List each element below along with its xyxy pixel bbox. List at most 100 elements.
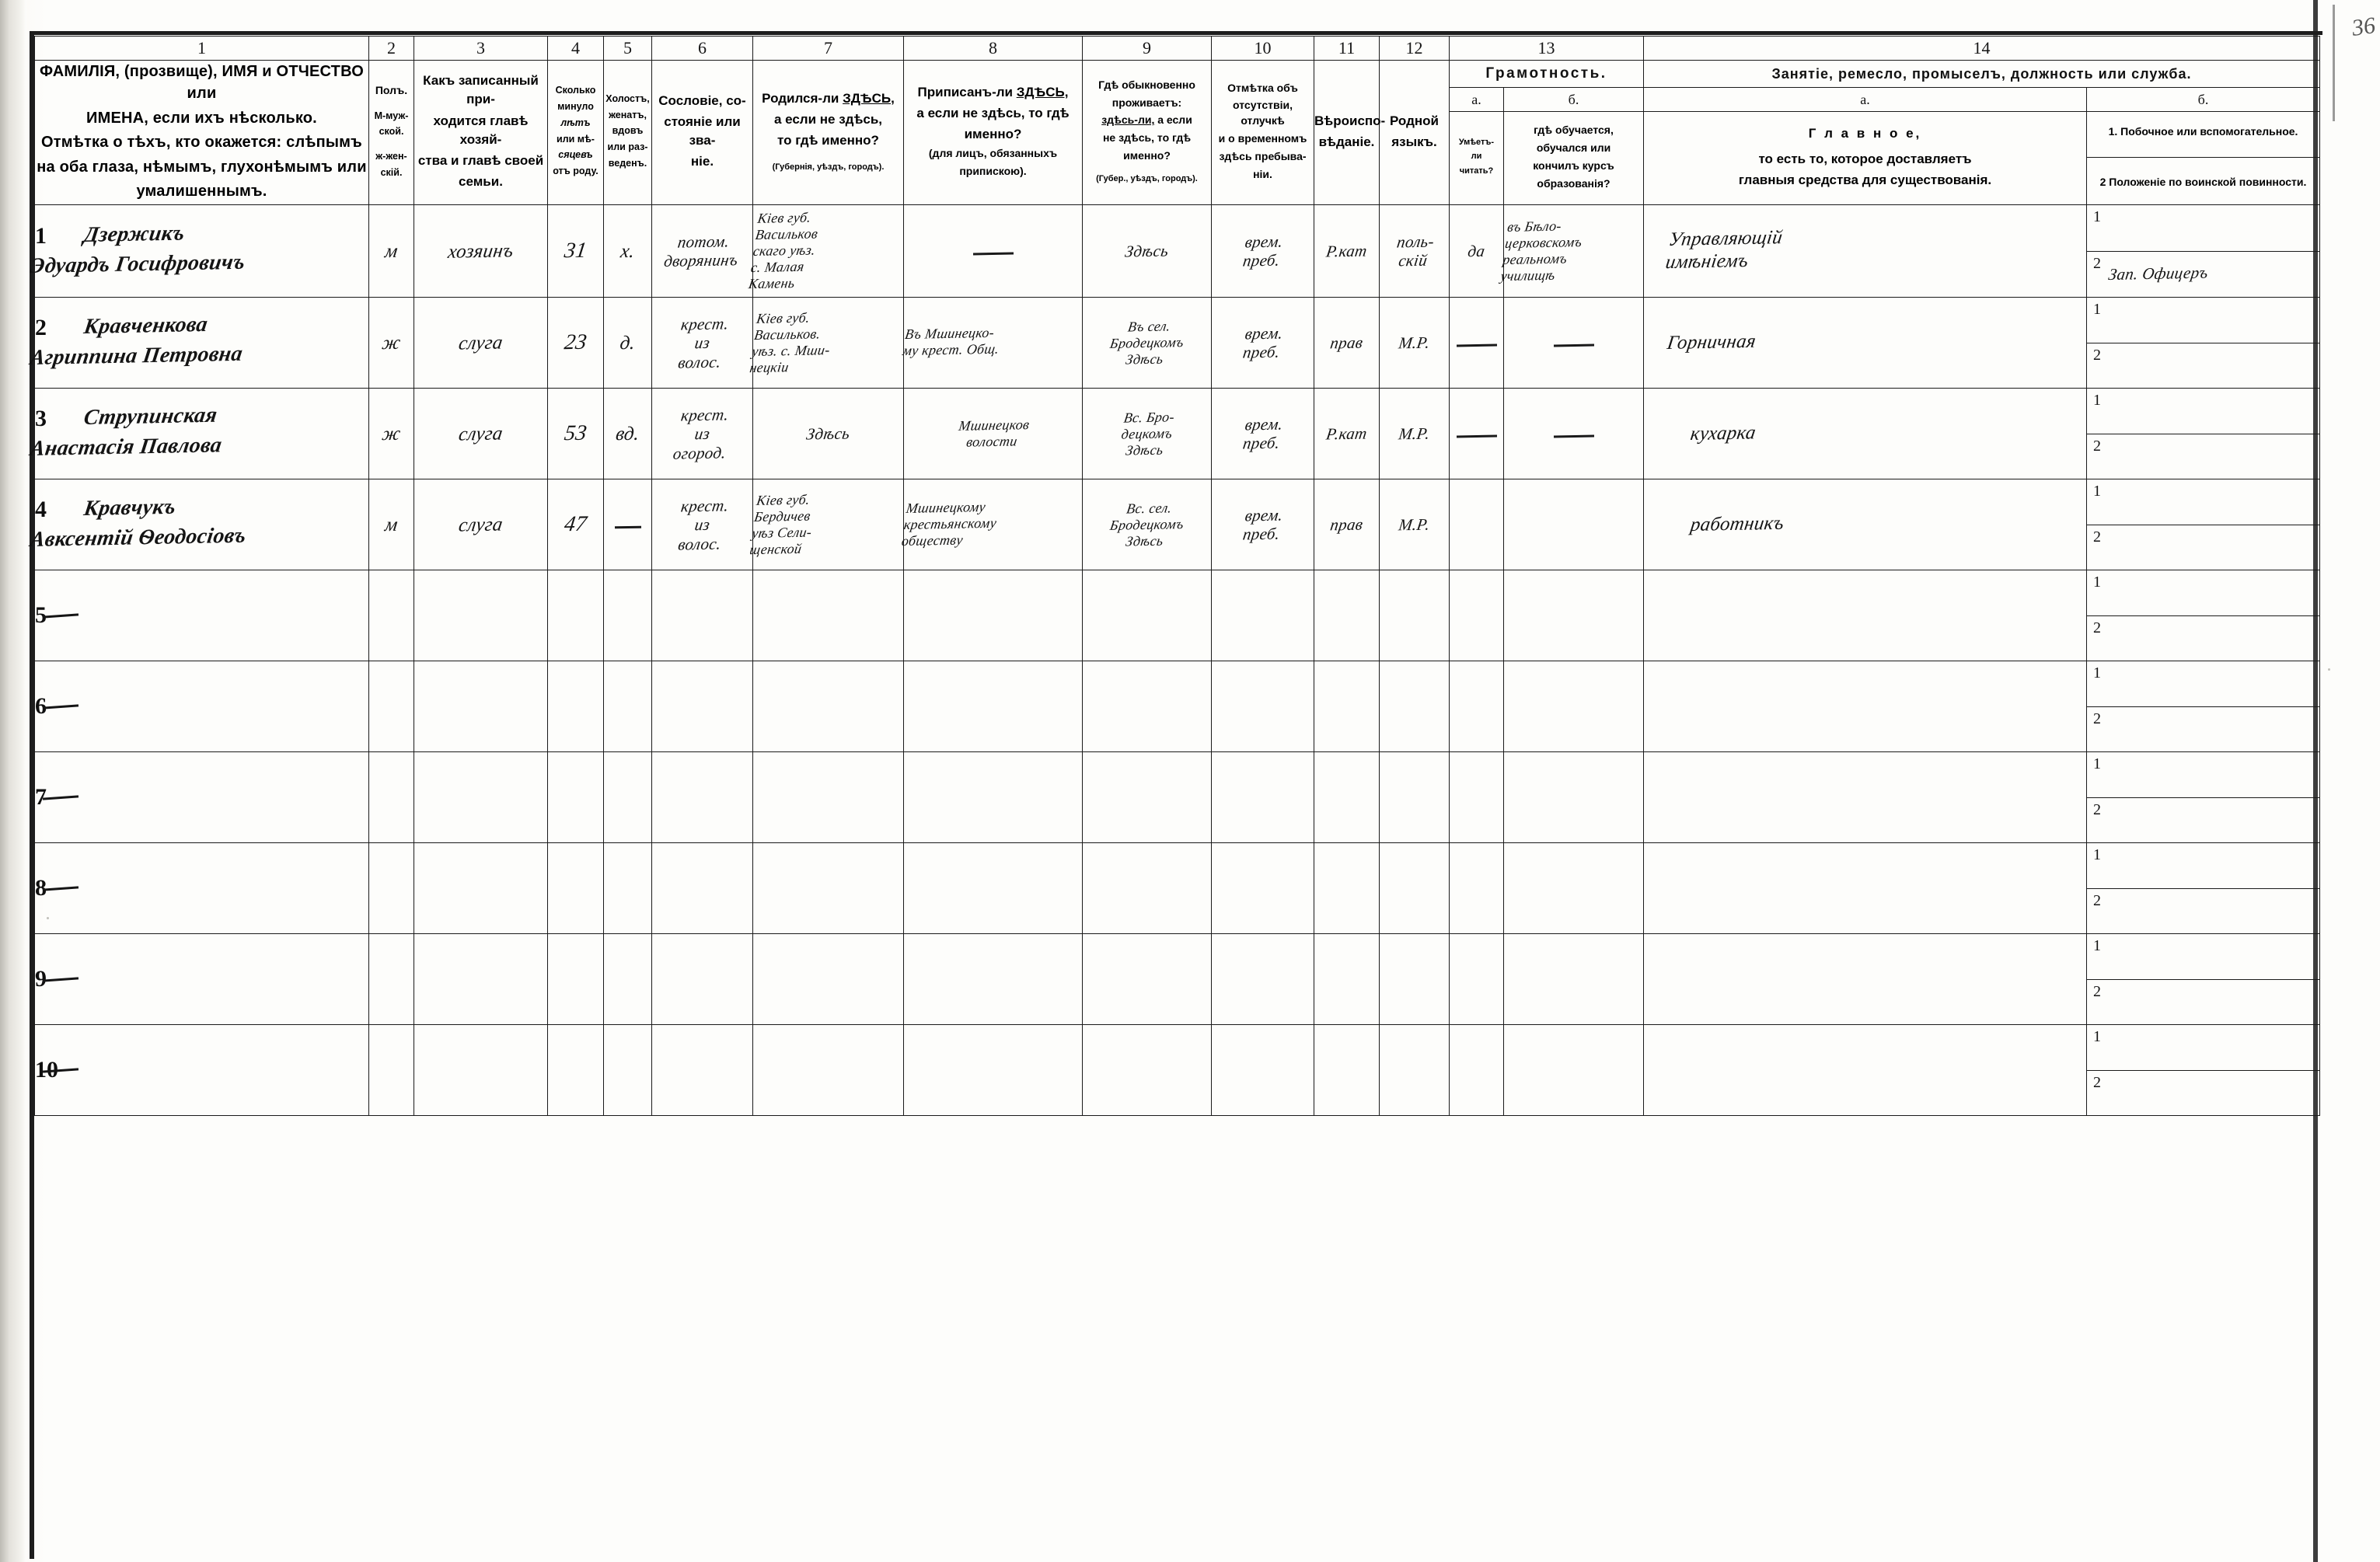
- cell-registration[interactable]: [903, 751, 1083, 844]
- cell-relation[interactable]: [414, 570, 548, 662]
- cell-occupation-secondary[interactable]: 1 2: [2086, 1024, 2320, 1117]
- cell-age[interactable]: 23: [547, 297, 604, 389]
- cell-literacy-can-read[interactable]: [1449, 661, 1504, 753]
- occupation-sub-2[interactable]: 2: [2087, 889, 2319, 934]
- cell-residence[interactable]: [1082, 570, 1212, 662]
- cell-registration[interactable]: [903, 933, 1083, 1026]
- cell-relation[interactable]: [414, 751, 548, 844]
- cell-absence[interactable]: [1211, 751, 1314, 844]
- occupation-sub-2[interactable]: 2: [2087, 525, 2319, 570]
- cell-literacy-can-read[interactable]: [1449, 297, 1504, 389]
- cell-absence[interactable]: [1211, 1024, 1314, 1117]
- cell-marital[interactable]: вд.: [603, 388, 652, 480]
- cell-religion[interactable]: прав: [1314, 479, 1380, 571]
- cell-literacy-can-read[interactable]: [1449, 933, 1504, 1026]
- cell-marital[interactable]: [603, 570, 652, 662]
- cell-literacy-can-read[interactable]: [1449, 751, 1504, 844]
- cell-birthplace[interactable]: Кіев губ. Васильков. уѣз. с. Мши- нецкіи: [749, 297, 904, 389]
- cell-occupation-secondary[interactable]: 1 2 Зап. Офицеръ: [2086, 204, 2320, 298]
- cell-literacy-school[interactable]: [1503, 751, 1644, 844]
- cell-occupation-secondary[interactable]: 1 2: [2086, 751, 2320, 844]
- cell-absence[interactable]: врем. преб.: [1211, 479, 1314, 571]
- cell-residence[interactable]: [1082, 1024, 1212, 1117]
- cell-marital[interactable]: [603, 751, 652, 844]
- cell-birthplace[interactable]: [752, 751, 904, 844]
- table-row[interactable]: 5 1 2: [34, 570, 2320, 662]
- occupation-sub-2[interactable]: 2: [2087, 707, 2319, 752]
- cell-sex[interactable]: [368, 1024, 414, 1117]
- cell-literacy-school[interactable]: [1503, 933, 1644, 1026]
- occupation-sub-1[interactable]: 1: [2087, 479, 2319, 525]
- cell-birthplace[interactable]: Кіев губ. Васильков скаго уѣз. с. Малая …: [748, 204, 904, 298]
- cell-age[interactable]: [547, 842, 604, 935]
- cell-marital[interactable]: [603, 842, 652, 935]
- occupation-sub-2[interactable]: 2: [2087, 343, 2319, 389]
- cell-literacy-can-read[interactable]: да: [1449, 204, 1504, 298]
- cell-relation[interactable]: слуга: [414, 388, 548, 480]
- cell-absence[interactable]: врем. преб.: [1211, 204, 1314, 298]
- cell-literacy-school[interactable]: [1503, 479, 1644, 571]
- occupation-sub-1[interactable]: 1: [2087, 752, 2319, 798]
- cell-literacy-school[interactable]: [1503, 570, 1644, 662]
- cell-residence[interactable]: [1082, 842, 1212, 935]
- cell-marital[interactable]: д.: [603, 297, 652, 389]
- cell-estate[interactable]: [651, 933, 753, 1026]
- occupation-sub-2[interactable]: 2: [2087, 434, 2319, 479]
- cell-occupation-main[interactable]: Горничная: [1643, 297, 2087, 389]
- cell-absence[interactable]: врем. преб.: [1211, 297, 1314, 389]
- occupation-sub-2[interactable]: 2: [2087, 616, 2319, 661]
- cell-occupation-main[interactable]: работникъ: [1643, 479, 2087, 571]
- cell-relation[interactable]: слуга: [414, 479, 548, 571]
- cell-language[interactable]: [1379, 751, 1450, 844]
- cell-occupation-main[interactable]: [1643, 570, 2087, 662]
- cell-sex[interactable]: [368, 661, 414, 753]
- cell-age[interactable]: [547, 933, 604, 1026]
- cell-literacy-school[interactable]: въ Бѣло- церковскомъ реальномъ училищѣ: [1499, 204, 1644, 298]
- cell-estate[interactable]: крест. из огород.: [651, 388, 753, 480]
- cell-occupation-secondary[interactable]: 1 2: [2086, 388, 2320, 480]
- cell-occupation-main[interactable]: кухарка: [1643, 388, 2087, 480]
- cell-sex[interactable]: ж: [368, 388, 414, 480]
- cell-residence[interactable]: [1082, 661, 1212, 753]
- cell-relation[interactable]: [414, 842, 548, 935]
- table-row[interactable]: 8 1 2: [34, 842, 2320, 935]
- occupation-sub-2[interactable]: 2: [2087, 1071, 2319, 1116]
- cell-sex[interactable]: [368, 842, 414, 935]
- table-row[interactable]: 7 1 2: [34, 751, 2320, 844]
- cell-age[interactable]: [547, 570, 604, 662]
- cell-language[interactable]: [1379, 570, 1450, 662]
- cell-sex[interactable]: [368, 570, 414, 662]
- cell-sex[interactable]: м: [368, 479, 414, 571]
- cell-occupation-secondary[interactable]: 1 2: [2086, 297, 2320, 389]
- cell-residence[interactable]: Здѣсь: [1082, 204, 1212, 298]
- cell-relation[interactable]: слуга: [414, 297, 548, 389]
- cell-occupation-secondary[interactable]: 1 2: [2086, 842, 2320, 935]
- cell-literacy-can-read[interactable]: [1449, 388, 1504, 480]
- table-row[interactable]: 10 1 2: [34, 1024, 2320, 1117]
- cell-registration[interactable]: [903, 570, 1083, 662]
- cell-estate[interactable]: [651, 842, 753, 935]
- cell-residence[interactable]: Въ сел. Бродецкомъ Здѣсь: [1082, 297, 1212, 389]
- cell-registration[interactable]: Мшинецков волости: [903, 388, 1083, 480]
- cell-estate[interactable]: [651, 1024, 753, 1117]
- cell-religion[interactable]: прав: [1314, 297, 1380, 389]
- occupation-sub-1[interactable]: 1: [2087, 570, 2319, 616]
- cell-language[interactable]: М.Р.: [1379, 388, 1450, 480]
- cell-religion[interactable]: [1314, 842, 1380, 935]
- cell-estate[interactable]: крест. из волос.: [651, 479, 753, 571]
- cell-estate[interactable]: [651, 661, 753, 753]
- table-row[interactable]: 6 1 2: [34, 661, 2320, 753]
- cell-language[interactable]: М.Р.: [1379, 479, 1450, 571]
- occupation-sub-2[interactable]: 2: [2087, 798, 2319, 843]
- cell-relation[interactable]: хозяинъ: [414, 204, 548, 298]
- cell-estate[interactable]: крест. из волос.: [651, 297, 753, 389]
- table-row[interactable]: 4 Кравчукъ Авксентій Ѳеодосіовъ м слуга …: [29, 479, 2320, 571]
- cell-relation[interactable]: [414, 1024, 548, 1117]
- cell-religion[interactable]: [1314, 1024, 1380, 1117]
- cell-literacy-school[interactable]: [1503, 297, 1644, 389]
- cell-literacy-can-read[interactable]: [1449, 842, 1504, 935]
- cell-literacy-can-read[interactable]: [1449, 570, 1504, 662]
- cell-birthplace[interactable]: [752, 842, 904, 935]
- occupation-sub-2[interactable]: 2: [2087, 980, 2319, 1025]
- cell-age[interactable]: [547, 1024, 604, 1117]
